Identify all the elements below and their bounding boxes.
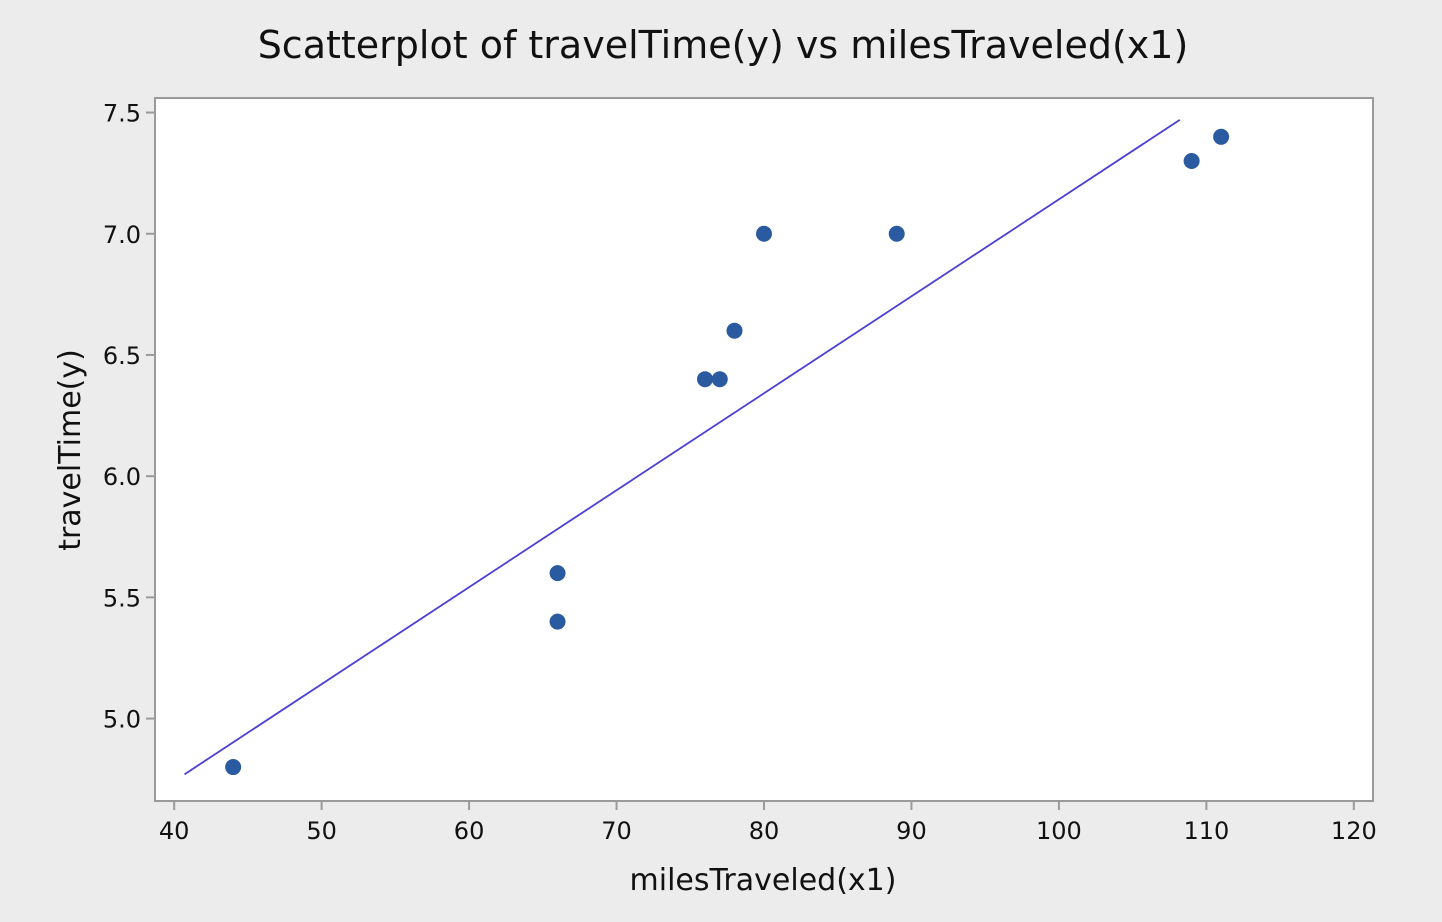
data-point — [1213, 128, 1230, 145]
fit-line-layer — [183, 119, 1181, 776]
x-tick-label: 50 — [306, 817, 337, 845]
x-tick-label: 120 — [1331, 817, 1377, 845]
plot-area — [154, 97, 1374, 802]
data-point — [888, 225, 905, 242]
regression-line — [183, 119, 1181, 776]
x-axis-label: milesTraveled(x1) — [630, 863, 897, 898]
data-point — [549, 613, 566, 630]
data-point — [756, 225, 772, 242]
y-tick-label: 7.5 — [103, 100, 141, 128]
data-point — [1183, 153, 1200, 170]
data-point — [697, 371, 714, 388]
x-axis: 40 50 60 70 80 90 100 110 120 — [159, 801, 1377, 845]
data-point — [711, 371, 728, 388]
y-tick-label: 7.0 — [103, 221, 141, 249]
x-tick-label: 40 — [159, 817, 190, 845]
y-axis: 5.0 5.5 6.0 6.5 7.0 7.5 — [103, 100, 155, 734]
data-point — [225, 759, 242, 776]
x-tick-label: 100 — [1036, 817, 1082, 845]
y-axis-label: travelTime(y) — [53, 349, 88, 551]
x-tick-label: 80 — [749, 817, 780, 845]
x-tick-label: 60 — [454, 817, 485, 845]
x-tick-label: 90 — [896, 817, 927, 845]
data-point — [549, 565, 566, 582]
x-tick-label: 110 — [1183, 817, 1229, 845]
y-tick-label: 5.0 — [103, 706, 141, 734]
y-tick-label: 6.0 — [103, 463, 141, 491]
y-tick-label: 5.5 — [103, 584, 141, 612]
data-point — [726, 322, 743, 339]
chart-title: Scatterplot of travelTime(y) vs milesTra… — [258, 23, 1189, 67]
x-tick-label: 70 — [601, 817, 632, 845]
points-layer — [225, 128, 1230, 776]
y-tick-label: 6.5 — [103, 342, 141, 370]
